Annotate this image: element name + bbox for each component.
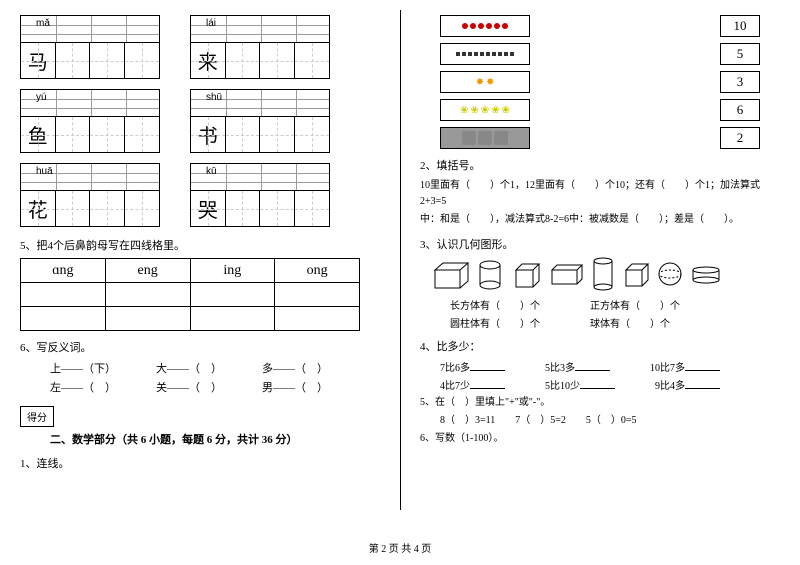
compare-item: 7比6多 (440, 359, 505, 374)
pinyin-box: huā花 (20, 163, 160, 227)
match-row-5: 2 (420, 127, 780, 149)
pinyin-box: mǎ马 (20, 15, 160, 79)
section-title: 二、数学部分（共 6 小题，每题 6 分，共计 36 分） (50, 431, 380, 447)
r-q2: 2、填括号。 (420, 157, 780, 173)
pinyin-box: lái来 (190, 15, 330, 79)
r-q5: 5、在（ ）里填上"+"或"-"。 (420, 395, 780, 411)
match-row-2: 5 (420, 43, 780, 65)
shape-label: 正方体有（ ）个 (590, 297, 680, 312)
math-q1: 1、连线。 (20, 455, 380, 471)
compare-item: 4比7少 (440, 377, 505, 392)
pinyin-box: shū书 (190, 89, 330, 153)
match-row-1: 10 (420, 15, 780, 37)
r-q5-items: 8（ ）3=11 7（ ）5=2 5（ ）0=5 (440, 413, 780, 429)
cuboid2-icon (549, 262, 584, 287)
antonym-item: 左——（ ） (50, 379, 116, 395)
q6-text: 6、写反义词。 (20, 339, 380, 355)
antonym-item: 大——（ ） (156, 360, 222, 376)
compare-item: 9比4多 (655, 377, 720, 392)
antonym-item: 多——（ ） (262, 360, 328, 376)
flat-cylinder-icon (691, 266, 721, 284)
shape-label: 长方体有（ ）个 (450, 297, 540, 312)
pinyin-box: kū哭 (190, 163, 330, 227)
compare-item: 5比10少 (545, 377, 615, 392)
compare-item: 10比7多 (650, 359, 720, 374)
cube-icon (511, 260, 541, 290)
right-column: 10 5 ✸✸ 3 ❀❀❀❀❀ 6 2 2、填括号。 10里面有（ ）个1，12… (400, 0, 800, 520)
antonym-item: 男——（ ） (262, 379, 328, 395)
shape-label: 球体有（ ）个 (590, 315, 670, 330)
page-footer: 第 2 页 共 4 页 (0, 540, 800, 555)
shapes-area (420, 257, 780, 292)
tall-cylinder-icon (592, 257, 614, 292)
cylinder-icon (478, 260, 503, 290)
shape-label: 圆柱体有（ ）个 (450, 315, 540, 330)
sphere-icon (658, 262, 683, 287)
finals-table: ɑngengingong (20, 258, 360, 331)
antonym-item: 关——（ ） (156, 379, 222, 395)
q5-text: 5、把4个后鼻韵母写在四线格里。 (20, 237, 380, 253)
match-row-4: ❀❀❀❀❀ 6 (420, 99, 780, 121)
pinyin-box: yú鱼 (20, 89, 160, 153)
match-row-3: ✸✸ 3 (420, 71, 780, 93)
score-box: 得分 (20, 406, 54, 427)
r-q3: 3、认识几何图形。 (420, 236, 780, 252)
compare-item: 5比3多 (545, 359, 610, 374)
antonym-item: 上——（下） (50, 360, 116, 376)
r-q2-text2: 中：和是（ ），减法算式8-2=6中：被减数是（ ）；差是（ ）。 (420, 212, 780, 228)
cube2-icon (622, 261, 650, 289)
r-q2-text1: 10里面有（ ）个1，12里面有（ ）个10；还有（ ）个1；加法算式2+3=5 (420, 178, 780, 210)
r-q4: 4、比多少： (420, 338, 780, 354)
r-q6: 6、写数（1-100）。 (420, 431, 780, 447)
left-column: mǎ马 lái来 yú鱼 shū书 huā花 kū哭 5、把4个后鼻韵母写在四线格里。 ɑ… (0, 0, 400, 520)
cuboid-icon (430, 260, 470, 290)
